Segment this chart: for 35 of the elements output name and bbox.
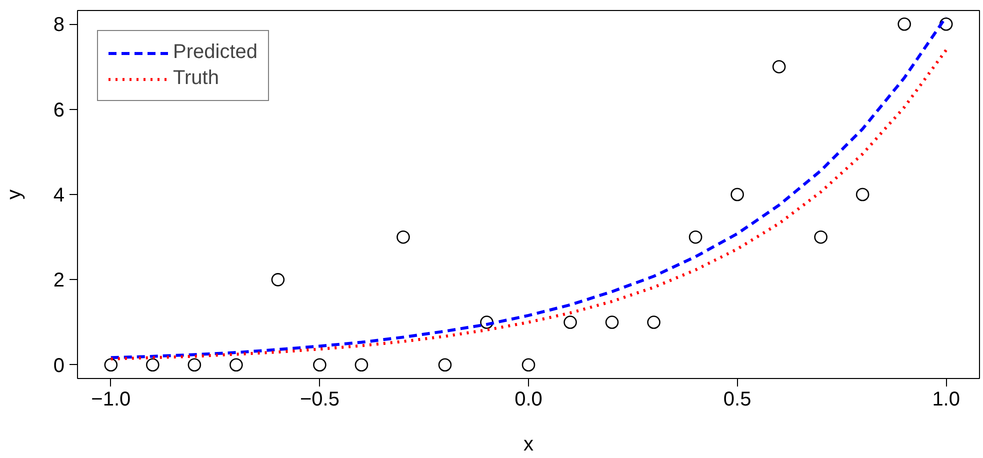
point	[438, 358, 452, 372]
y-tick-label: 0	[53, 354, 64, 377]
point	[146, 358, 160, 372]
point	[104, 358, 118, 372]
point	[730, 188, 744, 202]
y-tick-label: 2	[53, 270, 64, 292]
point	[772, 60, 786, 74]
point	[522, 358, 536, 372]
point	[313, 358, 326, 372]
x-tick-label: 0.5	[723, 388, 752, 410]
point	[647, 316, 660, 329]
x-tick-label: 1.0	[932, 388, 960, 410]
x-tick-label: −0.5	[300, 388, 340, 410]
point	[396, 230, 410, 244]
y-axis-title: y	[3, 190, 26, 200]
point	[814, 230, 828, 244]
point	[188, 358, 202, 372]
y-tick-label: 8	[53, 14, 64, 36]
point	[564, 316, 577, 329]
point	[480, 316, 494, 329]
legend-label: Predicted	[173, 41, 258, 64]
x-tick-label: −1.0	[91, 388, 131, 410]
y-tick-label: 6	[53, 99, 64, 122]
x-axis-title: x	[524, 434, 534, 456]
point	[688, 230, 702, 244]
point	[939, 17, 953, 31]
point	[856, 188, 870, 202]
point	[354, 358, 368, 372]
point	[605, 316, 619, 329]
point	[898, 17, 911, 31]
point	[271, 273, 285, 286]
point	[230, 358, 243, 372]
y-tick-label: 4	[53, 184, 64, 206]
x-tick-label: 0.0	[514, 388, 542, 410]
legend-label: Truth	[173, 67, 219, 90]
